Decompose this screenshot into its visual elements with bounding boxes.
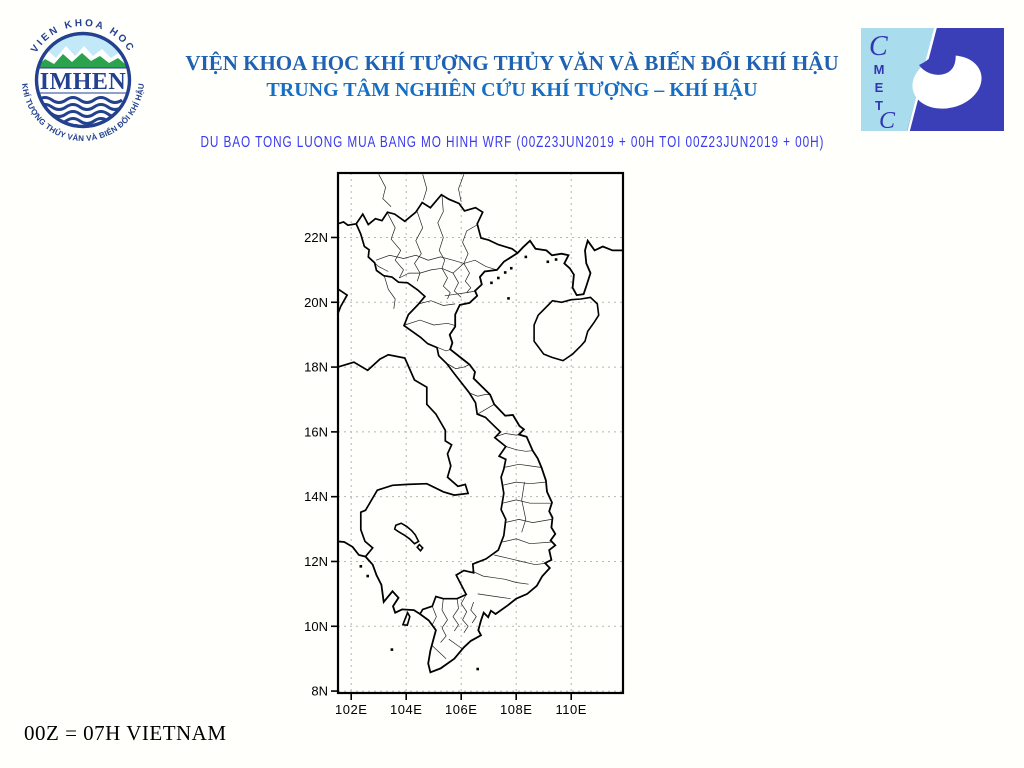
cmetc-letter-c-top: C	[869, 31, 888, 62]
cmetc-letter-e: E	[875, 80, 884, 95]
imhen-logo-graphic: IMHEN VIEN KHOA HOC KHÍ TƯỢNG THỦY VĂN V…	[20, 18, 146, 143]
y-axis-label-8N: 8N	[311, 684, 328, 699]
grid-lines	[338, 173, 623, 693]
island-dot	[546, 260, 550, 264]
cmetc-letter-t: T	[875, 98, 883, 113]
y-axis-label-20N: 20N	[304, 295, 328, 310]
island-dot	[509, 266, 513, 270]
map-geography	[338, 174, 623, 674]
map-frame	[336, 171, 625, 695]
x-axis-label-106E: 106E	[445, 702, 477, 717]
imhen-logo: IMHEN VIEN KHOA HOC KHÍ TƯỢNG THỦY VĂN V…	[14, 4, 156, 154]
forecast-subtitle-text: DU BAO TONG LUONG MUA BANG MO HINH WRF (…	[200, 134, 824, 151]
y-axis-label-14N: 14N	[304, 489, 328, 504]
institute-title: VIỆN KHOA HỌC KHÍ TƯỢNG THỦY VĂN VÀ BIẾN…	[185, 51, 839, 75]
y-axis-label-12N: 12N	[304, 554, 328, 569]
y-axis-label-10N: 10N	[304, 619, 328, 634]
island-dot	[497, 276, 500, 280]
timezone-note: 00Z = 07H VIETNAM	[24, 721, 227, 745]
axis-ticks	[331, 236, 572, 700]
y-axis-label-22N: 22N	[304, 230, 328, 245]
island-dot	[507, 297, 510, 300]
x-axis-label-108E: 108E	[500, 702, 532, 717]
cmetc-logo-graphic: C M E T C	[861, 25, 1004, 134]
vietnam-map: 22N 20N 18N 16N 14N 12N 10N 8N 102E 104E 106E 108E 1…	[304, 171, 625, 717]
island-dot	[359, 565, 363, 568]
center-title: TRUNG TÂM NGHIÊN CỨU KHÍ TƯỢNG – KHÍ HẬU	[266, 79, 758, 101]
island-dot	[390, 648, 394, 651]
island-dot	[490, 281, 493, 285]
island-dot	[366, 574, 369, 578]
cmetc-s-hook	[919, 28, 956, 75]
x-axis-label-102E: 102E	[335, 702, 367, 717]
coastline	[338, 238, 623, 674]
y-axis-label-16N: 16N	[304, 424, 328, 439]
forecast-subtitle: DU BAO TONG LUONG MUA BANG MO HINH WRF (…	[0, 134, 1024, 152]
x-axis-label-110E: 110E	[555, 702, 586, 717]
imhen-acronym: IMHEN	[40, 69, 127, 95]
island-dot	[476, 667, 479, 671]
header: VIỆN KHOA HỌC KHÍ TƯỢNG THỦY VĂN VÀ BIẾN…	[140, 50, 884, 103]
island-dot	[503, 271, 507, 274]
y-axis-label-18N: 18N	[304, 360, 328, 375]
cmetc-letter-c-bottom: C	[879, 108, 896, 134]
cmetc-letter-m: M	[874, 62, 885, 77]
island-dot	[554, 258, 558, 261]
imhen-mountains	[37, 53, 129, 68]
cmetc-logo: C M E T C	[855, 22, 1010, 137]
x-axis-label-104E: 104E	[390, 702, 422, 717]
island-dot	[524, 255, 528, 259]
